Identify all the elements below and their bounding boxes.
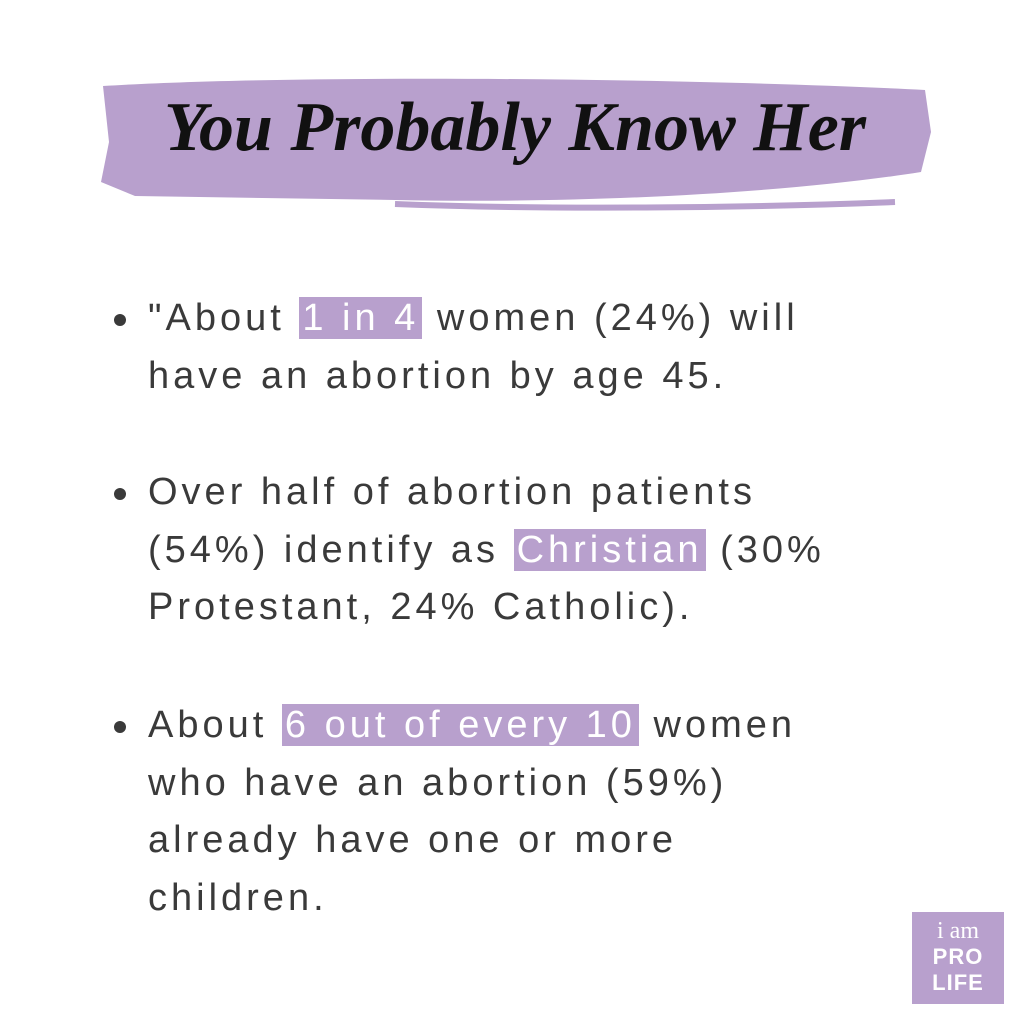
text-segment: children.	[148, 876, 328, 919]
text-segment: women (24%) will	[422, 297, 799, 339]
text-line: Over half of abortion patients	[148, 466, 756, 518]
logo-text: LIFE	[932, 970, 984, 995]
text-line: (54%) identify as Christian (30%	[148, 524, 825, 576]
highlight-text: 1 in 4	[299, 297, 423, 339]
logo-text: i am	[937, 918, 979, 944]
bullet-dot	[114, 314, 126, 326]
bullet-dot	[114, 488, 126, 500]
logo: i am PRO LIFE	[912, 912, 1004, 1004]
text-segment: Protestant, 24% Catholic).	[148, 586, 694, 628]
text-segment: (30%	[705, 528, 825, 571]
text-line: who have an abortion (59%)	[148, 757, 727, 809]
text-segment: "About	[148, 297, 300, 339]
text-line: already have one or more	[148, 814, 677, 866]
text-segment: who have an abortion (59%)	[148, 761, 728, 804]
text-segment: Over half of abortion patients	[148, 471, 756, 513]
text-segment: already have one or more	[148, 819, 678, 861]
text-segment: have an abortion by age 45.	[148, 354, 728, 397]
text-segment: women	[638, 704, 797, 746]
text-segment: About	[148, 704, 282, 746]
bullet-dot	[114, 721, 126, 733]
text-line: Protestant, 24% Catholic).	[148, 581, 693, 633]
text-line: children.	[148, 872, 328, 924]
brush-stroke	[101, 78, 931, 211]
text-line: have an abortion by age 45.	[148, 350, 727, 402]
text-line: About 6 out of every 10 women	[148, 699, 796, 751]
highlight-text: Christian	[513, 528, 706, 571]
logo-text: PRO	[932, 944, 984, 969]
text-line: "About 1 in 4 women (24%) will	[148, 292, 799, 344]
highlight-text: 6 out of every 10	[281, 704, 639, 746]
text-segment: (54%) identify as	[148, 528, 514, 571]
title: You Probably Know Her	[163, 89, 867, 166]
